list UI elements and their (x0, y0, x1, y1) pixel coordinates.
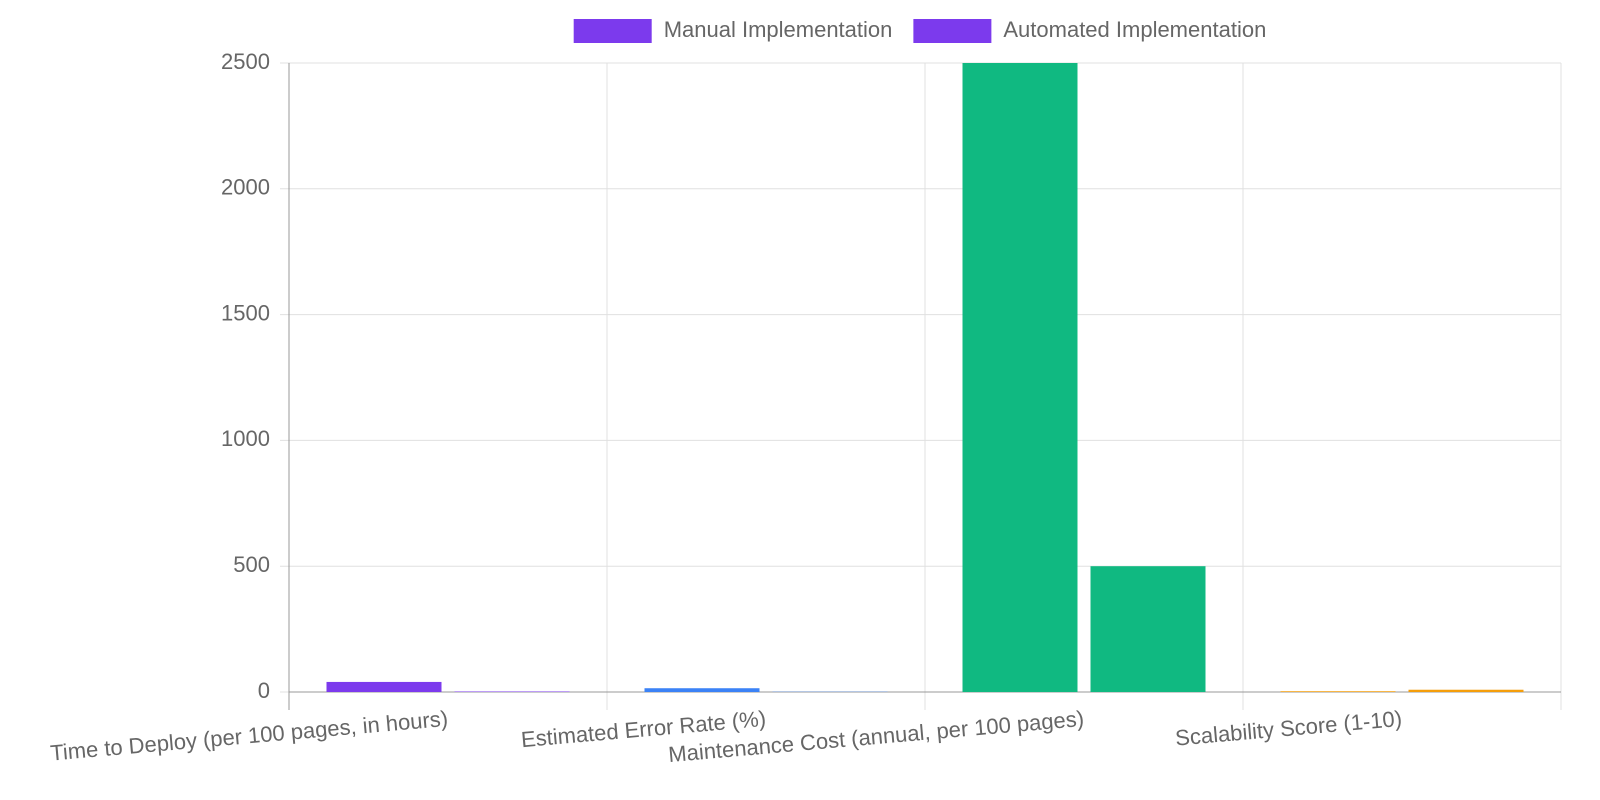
y-tick-label: 500 (233, 552, 270, 577)
legend-swatch (913, 19, 992, 43)
x-tick-label: Scalability Score (1-10) (1174, 706, 1403, 751)
y-tick-label: 0 (258, 678, 270, 703)
bar (644, 688, 760, 692)
y-tick-label: 2500 (221, 49, 270, 74)
bar (454, 691, 570, 692)
legend-swatch (573, 19, 652, 43)
bar (962, 63, 1078, 692)
y-tick-label: 1000 (221, 426, 270, 451)
bar (1280, 691, 1396, 692)
y-tick-label: 2000 (221, 175, 270, 200)
bar (1408, 689, 1524, 692)
bar (1090, 566, 1206, 692)
bar (326, 681, 442, 692)
legend-label: Automated Implementation (1003, 17, 1266, 42)
x-tick-label: Time to Deploy (per 100 pages, in hours) (49, 706, 449, 766)
y-tick-label: 1500 (221, 300, 270, 325)
legend-label: Manual Implementation (664, 17, 893, 42)
